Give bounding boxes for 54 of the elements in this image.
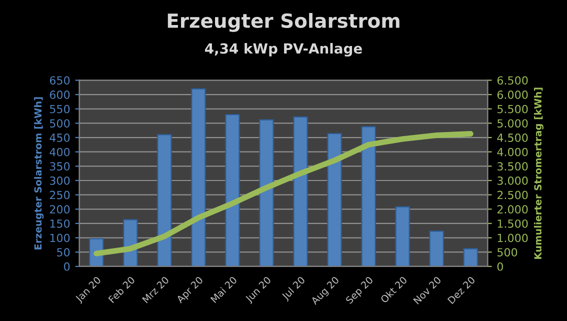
x-tick-label: Jul 20: [280, 276, 307, 302]
y2-tick-label: 0: [497, 262, 503, 271]
y-tick-label: 200: [50, 205, 70, 214]
x-tick-label: Mrz 20: [142, 276, 170, 304]
y2-tick-label: 6.000: [497, 90, 528, 99]
y2-tick-label: 1.000: [498, 234, 528, 242]
x-tick-label: Feb 20: [108, 276, 136, 304]
x-tick-label: Okt 20: [380, 276, 408, 304]
bar: [463, 248, 478, 266]
y-tick-label: 150: [50, 219, 70, 228]
y2-tick-label: 4.000: [497, 148, 528, 156]
x-tick-label: Aug 20: [310, 276, 341, 306]
bar: [259, 119, 274, 266]
y2-tick-label: 5.500: [498, 104, 528, 114]
bar: [327, 132, 342, 266]
x-tick-label: Apr 20: [176, 276, 205, 305]
bar: [157, 134, 172, 266]
x-tick-label: Jun 20: [244, 276, 273, 304]
y-tick-label: 650: [50, 76, 70, 85]
y2-tick-label: 3.500: [497, 162, 528, 171]
bar: [293, 116, 308, 266]
bar: [361, 126, 376, 266]
y-tick-label: 100: [50, 234, 70, 242]
chart-title: Erzeugter Solarstrom: [168, 12, 400, 32]
chart-subtitle: 4,34 kWp PV-Anlage: [205, 42, 362, 57]
bar: [225, 114, 240, 266]
bar: [429, 230, 444, 266]
x-tick-label: Jan 20: [74, 276, 103, 304]
y-tick-label: 550: [50, 104, 70, 114]
bar: [191, 88, 206, 266]
x-tick-label: Mai 20: [210, 276, 238, 304]
y2-tick-label: 2.000: [497, 205, 528, 214]
y-tick-label: 350: [50, 162, 70, 171]
y-tick-label: 600: [50, 90, 70, 99]
y2-tick-label: 3.000: [497, 176, 528, 185]
x-tick-label: Dez 20: [447, 276, 476, 304]
x-tick-label: Nov 20: [413, 276, 442, 304]
y-tick-label: 50: [57, 248, 70, 256]
y2-tick-label: 2.500: [497, 190, 528, 200]
y-tick-label: 450: [50, 134, 70, 142]
y2-tick-label: 500: [498, 248, 518, 256]
bar: [395, 206, 410, 266]
y2-tick-label: 6.500: [497, 76, 528, 85]
y-axis-title: Erzeugter Solarstrom [kWh]: [34, 97, 44, 250]
y2-tick-label: 5.000: [498, 119, 528, 128]
y2-axis-title: Kumulierter Stromertrag [kWh]: [534, 88, 544, 259]
y-tick-label: 300: [50, 176, 70, 185]
y-tick-label: 400: [50, 148, 70, 156]
y-tick-label: 500: [50, 119, 70, 128]
y2-tick-label: 4.500: [497, 134, 528, 142]
x-tick-label: Sep 20: [345, 276, 375, 306]
y-tick-label: 250: [50, 190, 70, 200]
y-tick-label: 0: [64, 262, 70, 271]
y2-tick-label: 1.500: [498, 219, 528, 228]
